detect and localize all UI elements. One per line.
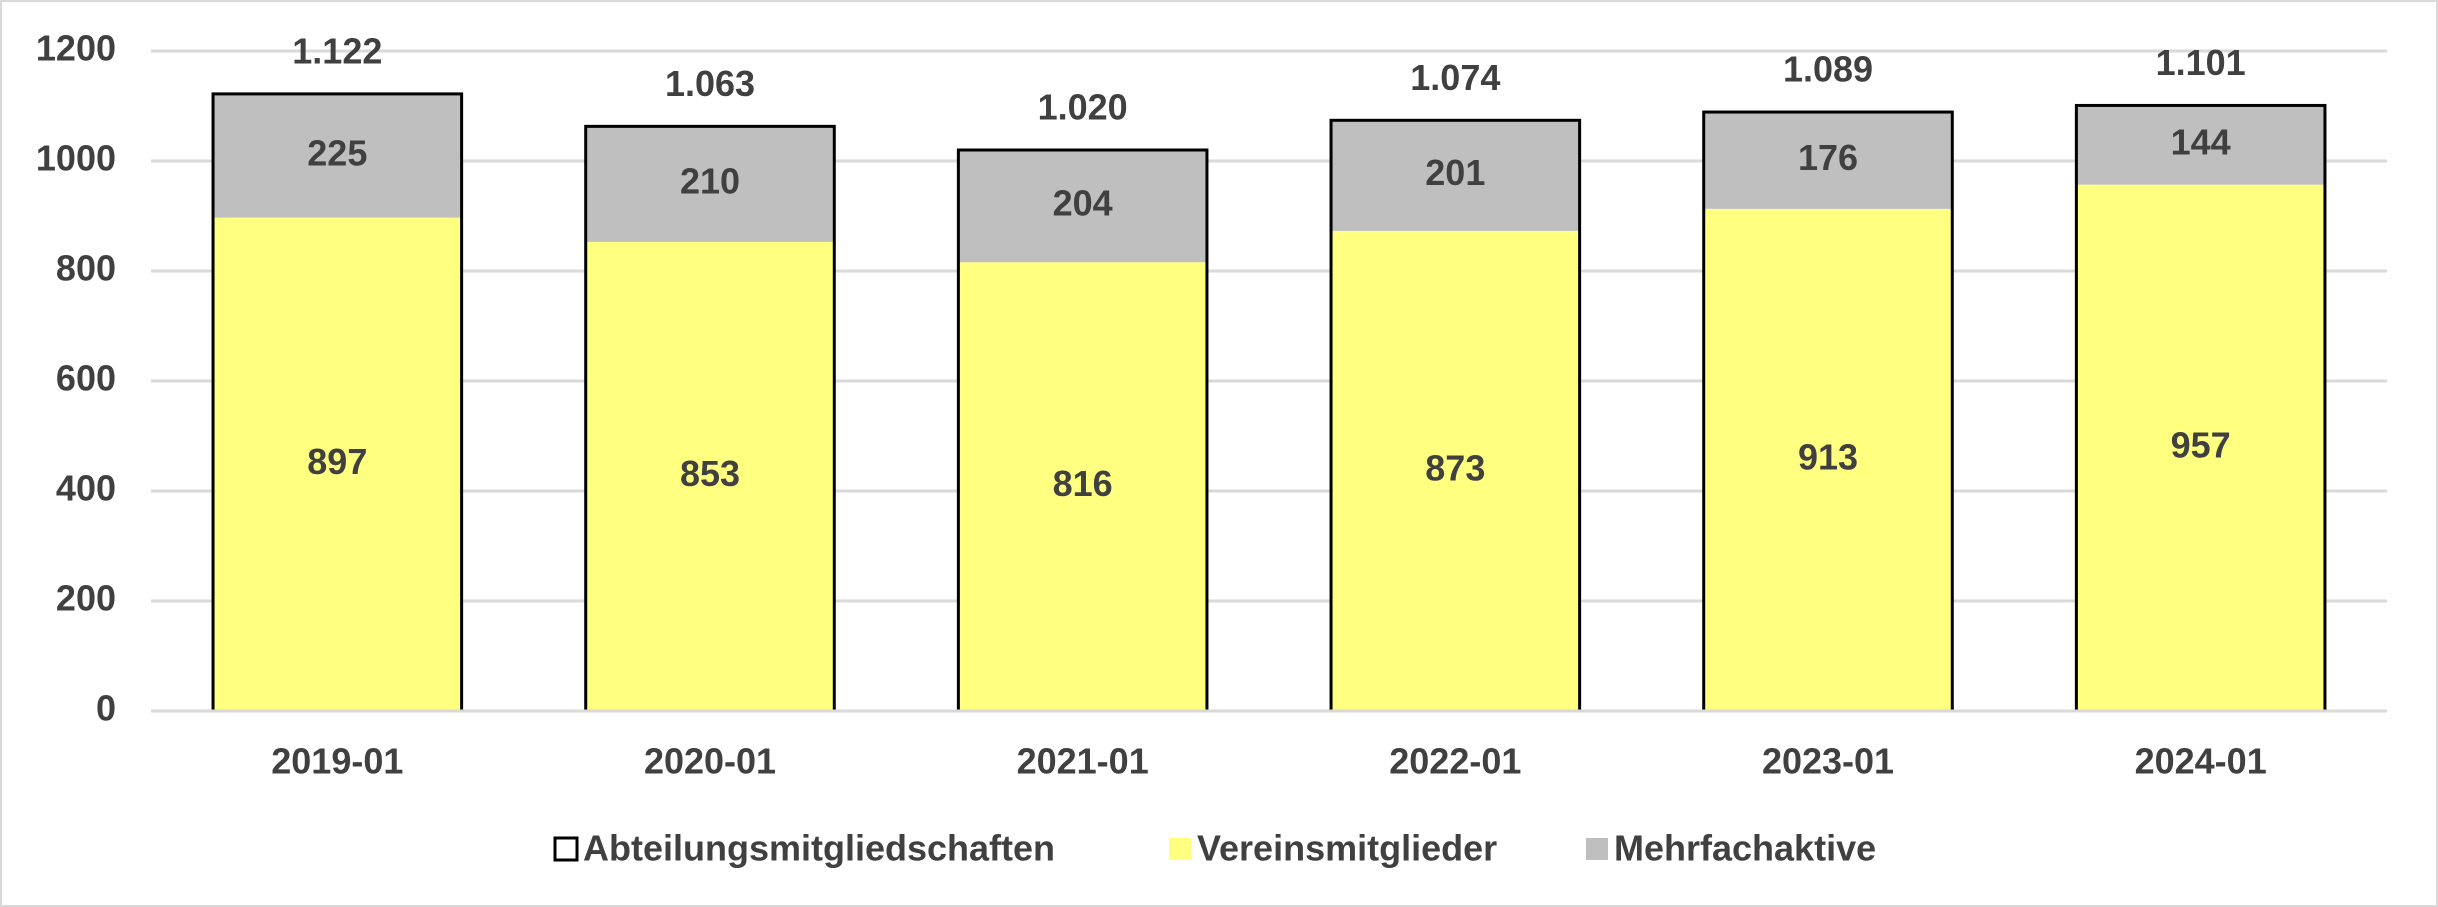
x-tick-label: 2023-01 <box>1762 741 1894 782</box>
bar-segment <box>958 150 1207 263</box>
bar-segment <box>2076 184 2325 711</box>
total-label: 1.089 <box>1783 49 1873 90</box>
total-label: 1.063 <box>665 63 755 104</box>
bar-segment <box>958 262 1207 711</box>
y-tick-label: 200 <box>56 578 116 619</box>
bar-segment <box>585 241 835 711</box>
legend-label: Vereinsmitglieder <box>1197 828 1497 869</box>
legend-marker <box>553 836 579 862</box>
data-label: 176 <box>1798 137 1858 178</box>
legend-label: Abteilungsmitgliedschaften <box>583 828 1055 869</box>
data-label: 957 <box>2171 424 2231 465</box>
bar-segment <box>585 126 835 242</box>
data-label: 225 <box>307 132 367 173</box>
bar-segment <box>1703 112 1953 209</box>
x-tick-label: 2021-01 <box>1017 741 1149 782</box>
data-label: 913 <box>1798 436 1858 477</box>
data-label: 210 <box>680 161 740 202</box>
data-label: 201 <box>1425 152 1485 193</box>
data-label: 144 <box>2171 122 2231 163</box>
y-tick-label: 1000 <box>36 138 116 179</box>
x-tick-label: 2024-01 <box>2135 741 2267 782</box>
data-label: 873 <box>1425 447 1485 488</box>
bar-segment <box>213 217 462 711</box>
y-tick-label: 400 <box>56 468 116 509</box>
bar-segment <box>213 93 462 218</box>
data-label: 897 <box>307 441 367 482</box>
total-label: 1.122 <box>292 30 382 71</box>
data-label: 204 <box>1053 183 1113 224</box>
total-label: 1.074 <box>1410 57 1500 98</box>
data-label: 853 <box>680 453 740 494</box>
y-tick-label: 600 <box>56 358 116 399</box>
data-label: 816 <box>1053 463 1113 504</box>
y-tick-label: 0 <box>96 688 116 729</box>
x-tick-label: 2022-01 <box>1389 741 1521 782</box>
bar-segment <box>1703 208 1953 711</box>
legend-marker <box>1586 838 1608 860</box>
y-tick-label: 800 <box>56 248 116 289</box>
y-tick-label: 1200 <box>36 28 116 69</box>
legend-label: Mehrfachaktive <box>1614 828 1876 869</box>
bar-segment <box>2076 105 2325 185</box>
bar-segment <box>1331 230 1580 711</box>
x-tick-label: 2019-01 <box>271 741 403 782</box>
total-label: 1.020 <box>1038 87 1128 128</box>
legend-marker <box>1169 838 1191 860</box>
total-label: 1.101 <box>2156 42 2246 83</box>
x-tick-label: 2020-01 <box>644 741 776 782</box>
bar-segment <box>1331 120 1580 231</box>
